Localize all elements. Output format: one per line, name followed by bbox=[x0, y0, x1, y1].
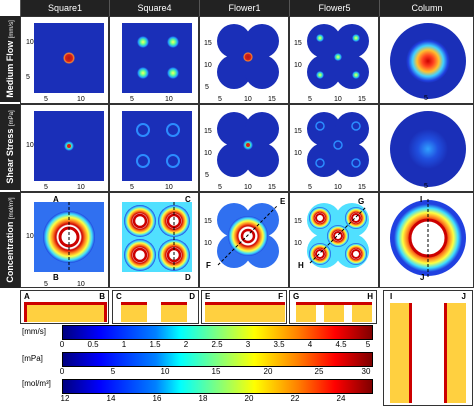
plot-conc-flower1: E F 15 10 bbox=[199, 192, 289, 288]
plot-flow-square1: 10 5 5 10 bbox=[20, 16, 109, 104]
plot-conc-flower5: G H 15 10 bbox=[289, 192, 379, 288]
row-label-concentration: Concentration [mol/m³] bbox=[0, 192, 20, 288]
plot-flow-square4: 5 10 bbox=[109, 16, 199, 104]
colorbar-flow bbox=[62, 325, 373, 340]
colorbar-shear bbox=[62, 352, 373, 367]
header-square4: Square4 bbox=[109, 0, 199, 16]
plot-flow-flower1: 15 10 5 5 10 15 bbox=[199, 16, 289, 104]
row-label-shear-stress: Shear Stress [mPa] bbox=[0, 104, 20, 190]
plot-conc-square4: C D bbox=[109, 192, 199, 288]
colorbar-unit-flow: [mm/s] bbox=[22, 327, 46, 336]
plot-shear-flower1: 15 10 5 5 10 15 bbox=[199, 104, 289, 192]
plot-shear-square1: 10 5 10 bbox=[20, 104, 109, 192]
plot-conc-square1: A B 10 5 10 bbox=[20, 192, 109, 288]
header-square1: Square1 bbox=[20, 0, 109, 16]
header-flower1: Flower1 bbox=[199, 0, 289, 16]
colorbar-concentration bbox=[62, 379, 373, 394]
plot-shear-flower5: 15 10 5 10 15 bbox=[289, 104, 379, 192]
header-column: Column bbox=[379, 0, 474, 16]
plot-shear-column: 5 bbox=[379, 104, 474, 192]
plot-conc-column: I J bbox=[379, 192, 474, 288]
plot-flow-flower5: 15 10 5 10 15 bbox=[289, 16, 379, 104]
plot-shear-square4: 5 10 bbox=[109, 104, 199, 192]
row-label-medium-flow: Medium Flow [mm/s] bbox=[0, 16, 20, 102]
plot-flow-column: 5 bbox=[379, 16, 474, 104]
colorbar-unit-shear: [mPa] bbox=[22, 354, 43, 363]
colorbar-unit-concentration: [mol/m³] bbox=[22, 379, 51, 388]
header-flower5: Flower5 bbox=[289, 0, 379, 16]
